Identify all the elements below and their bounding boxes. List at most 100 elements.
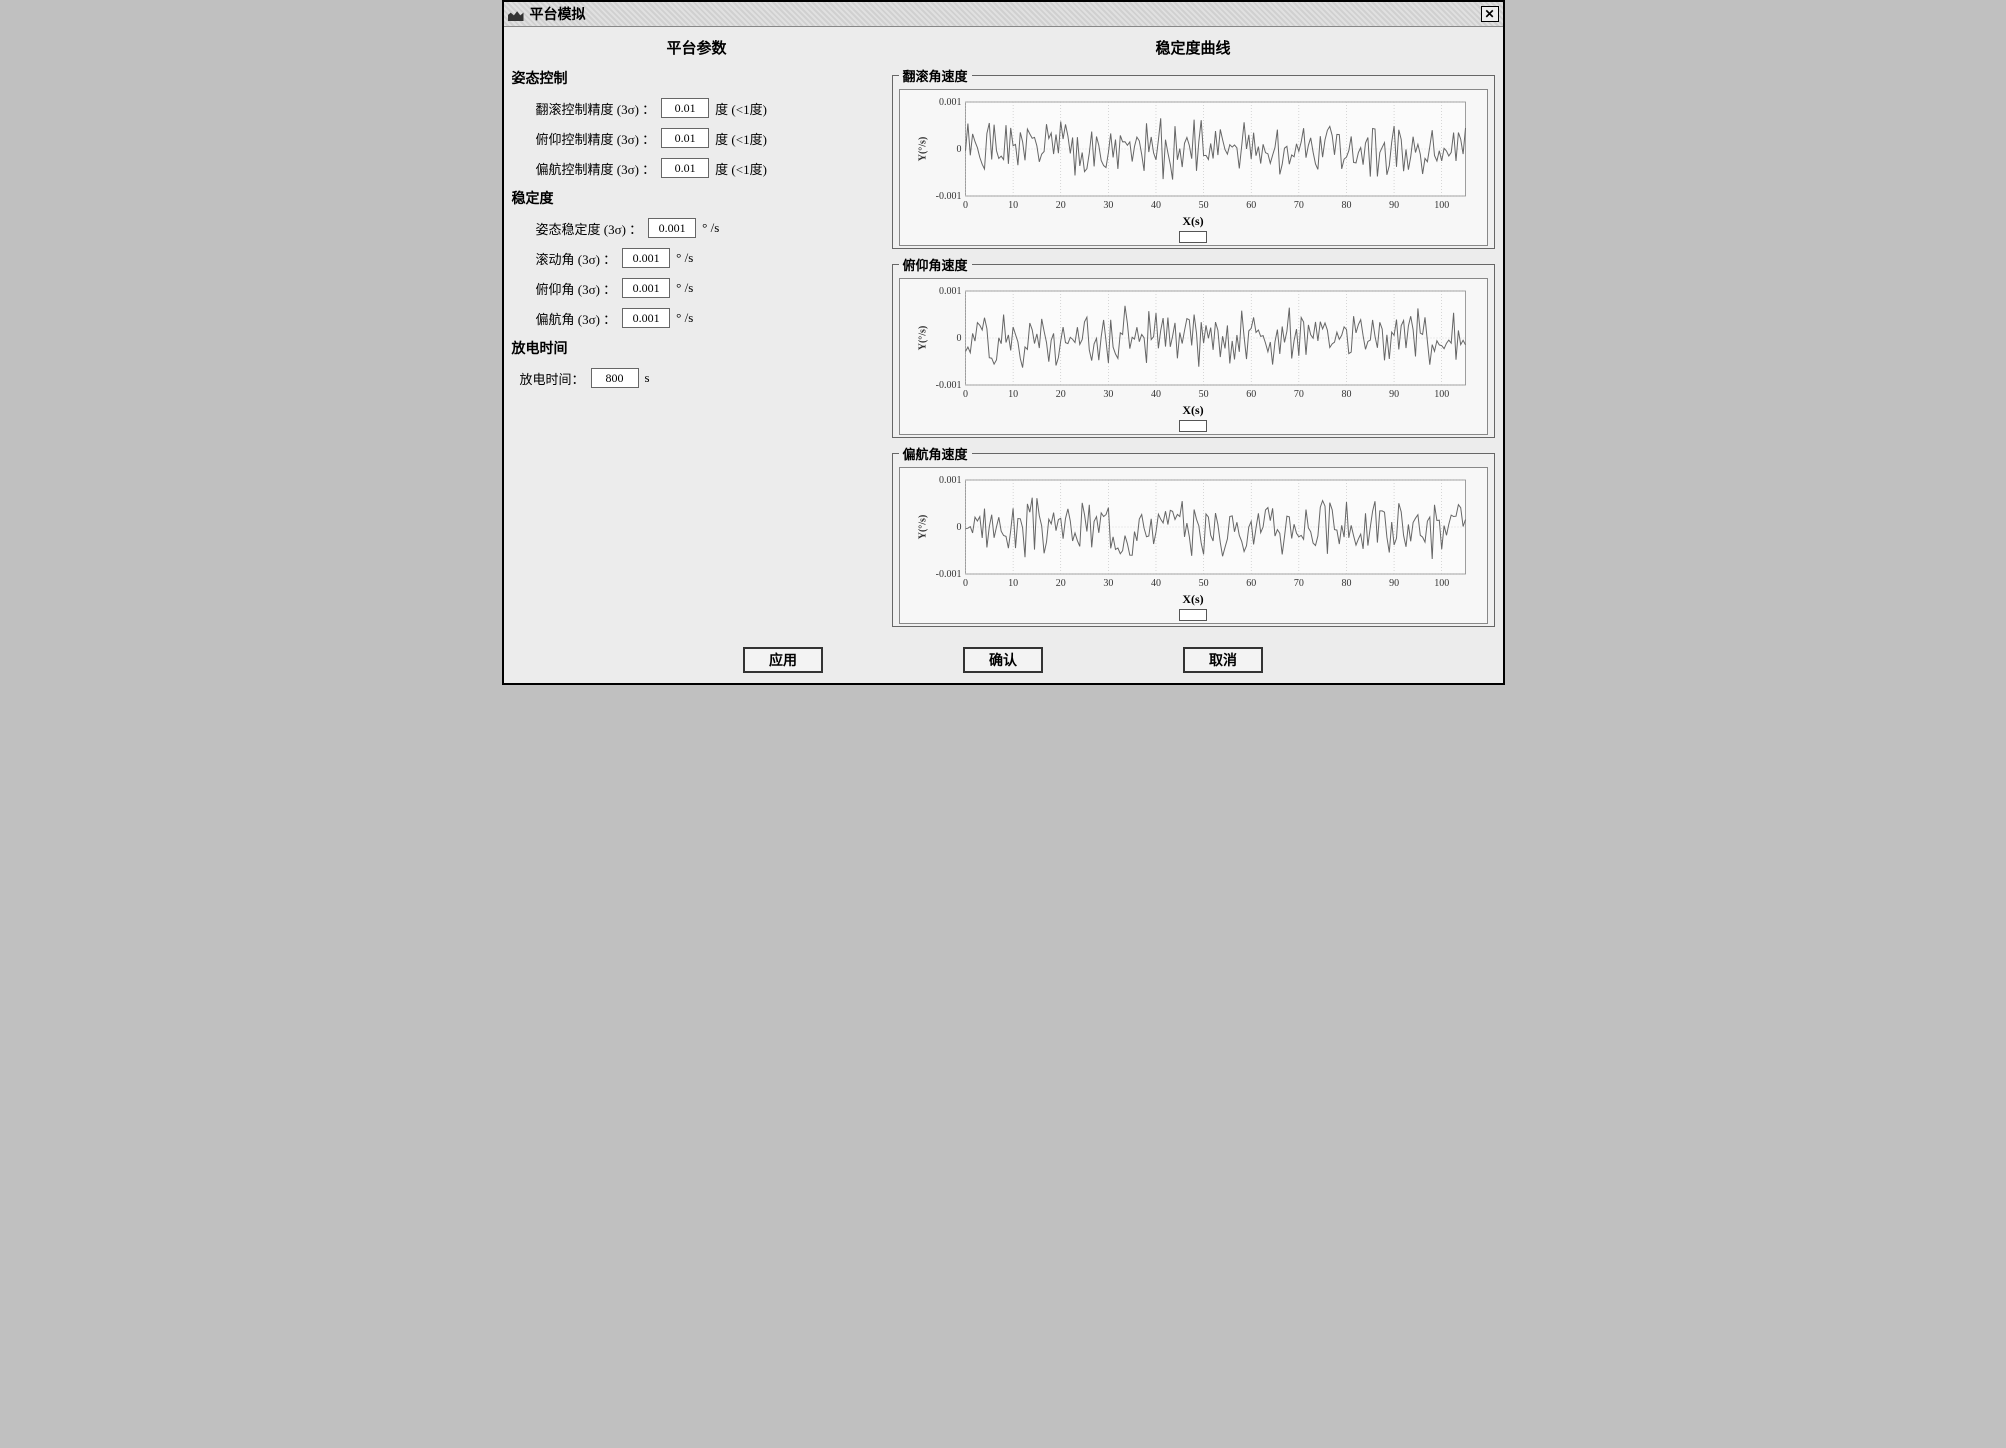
svg-text:100: 100 <box>1434 389 1449 400</box>
svg-text:40: 40 <box>1150 389 1160 400</box>
input-roll-precision[interactable] <box>661 98 709 118</box>
row-yaw-angle: 偏航角 (3σ) ： ° /s <box>536 308 882 328</box>
input-discharge-time[interactable] <box>591 368 639 388</box>
chart-group-yaw: 偏航角速度 0102030405060708090100-0.00100.001… <box>892 444 1495 627</box>
right-panel: 稳定度曲线 翻滚角速度 0102030405060708090100-0.001… <box>892 33 1495 633</box>
svg-text:40: 40 <box>1150 578 1160 589</box>
unit-yaw-angle: ° /s <box>676 310 693 326</box>
svg-text:70: 70 <box>1293 200 1303 211</box>
xlabel-yaw: X(s) <box>902 592 1485 607</box>
svg-text:50: 50 <box>1198 200 1208 211</box>
xlabel-pitch: X(s) <box>902 403 1485 418</box>
svg-text:0: 0 <box>956 522 961 533</box>
svg-text:30: 30 <box>1103 200 1113 211</box>
input-yaw-precision[interactable] <box>661 158 709 178</box>
section-stability: 稳定度 <box>512 188 882 208</box>
unit-pitch-precision: 度 (<1度) <box>715 129 767 148</box>
right-panel-title: 稳定度曲线 <box>892 37 1495 58</box>
svg-text:50: 50 <box>1198 389 1208 400</box>
window-title: 平台模拟 <box>530 4 586 24</box>
svg-text:100: 100 <box>1434 578 1449 589</box>
svg-text:30: 30 <box>1103 578 1113 589</box>
svg-text:0: 0 <box>956 333 961 344</box>
svg-text:60: 60 <box>1246 200 1256 211</box>
svg-text:80: 80 <box>1341 389 1351 400</box>
svg-text:10: 10 <box>1008 578 1018 589</box>
svg-text:20: 20 <box>1055 389 1065 400</box>
svg-text:0.001: 0.001 <box>939 286 962 297</box>
close-icon: ✕ <box>1484 7 1494 22</box>
unit-yaw-precision: 度 (<1度) <box>715 159 767 178</box>
svg-text:80: 80 <box>1341 578 1351 589</box>
svg-text:80: 80 <box>1341 200 1351 211</box>
svg-text:0: 0 <box>956 144 961 155</box>
svg-text:90: 90 <box>1389 389 1399 400</box>
input-pitch-precision[interactable] <box>661 128 709 148</box>
svg-text:90: 90 <box>1389 578 1399 589</box>
svg-text:0.001: 0.001 <box>939 475 962 486</box>
app-icon <box>508 7 524 21</box>
titlebar: 平台模拟 ✕ <box>504 2 1503 27</box>
label-yaw-angle: 偏航角 (3σ) ： <box>536 309 617 328</box>
label-attitude-stability: 姿态稳定度 (3σ) ： <box>536 219 643 238</box>
input-roll-angle[interactable] <box>622 248 670 268</box>
chart-yaw: 0102030405060708090100-0.00100.001Y(°/s)… <box>899 467 1488 624</box>
svg-text:Y(°/s): Y(°/s) <box>917 326 928 351</box>
input-yaw-angle[interactable] <box>622 308 670 328</box>
section-discharge: 放电时间 <box>512 338 882 358</box>
svg-text:30: 30 <box>1103 389 1113 400</box>
row-yaw-precision: 偏航控制精度 (3σ) ： 度 (<1度) <box>536 158 882 178</box>
svg-text:60: 60 <box>1246 389 1256 400</box>
row-pitch-angle: 俯仰角 (3σ) ： ° /s <box>536 278 882 298</box>
left-panel-title: 平台参数 <box>512 37 882 58</box>
svg-text:20: 20 <box>1055 578 1065 589</box>
unit-discharge-time: s <box>645 370 650 386</box>
row-discharge-time: 放电时间： s <box>520 368 882 388</box>
svg-text:Y(°/s): Y(°/s) <box>917 515 928 540</box>
chart-group-pitch: 俯仰角速度 0102030405060708090100-0.00100.001… <box>892 255 1495 438</box>
svg-text:-0.001: -0.001 <box>935 380 961 391</box>
chart-pitch: 0102030405060708090100-0.00100.001Y(°/s)… <box>899 278 1488 435</box>
window: 平台模拟 ✕ 平台参数 姿态控制 翻滚控制精度 (3σ) ： 度 (<1度) 俯… <box>502 0 1505 685</box>
svg-text:40: 40 <box>1150 200 1160 211</box>
svg-text:20: 20 <box>1055 200 1065 211</box>
svg-text:100: 100 <box>1434 200 1449 211</box>
ok-button[interactable]: 确认 <box>963 647 1043 673</box>
apply-button[interactable]: 应用 <box>743 647 823 673</box>
svg-text:-0.001: -0.001 <box>935 569 961 580</box>
label-pitch-angle: 俯仰角 (3σ) ： <box>536 279 617 298</box>
svg-text:70: 70 <box>1293 578 1303 589</box>
row-pitch-precision: 俯仰控制精度 (3σ) ： 度 (<1度) <box>536 128 882 148</box>
label-roll-precision: 翻滚控制精度 (3σ) ： <box>536 99 656 118</box>
chart-legend-roll: 翻滚角速度 <box>899 66 972 85</box>
legend-box-roll <box>1179 231 1207 243</box>
row-roll-angle: 滚动角 (3σ) ： ° /s <box>536 248 882 268</box>
svg-text:0: 0 <box>963 578 968 589</box>
svg-text:Y(°/s): Y(°/s) <box>917 137 928 162</box>
chart-roll-svg: 0102030405060708090100-0.00100.001Y(°/s) <box>902 94 1485 214</box>
unit-pitch-angle: ° /s <box>676 280 693 296</box>
svg-text:90: 90 <box>1389 200 1399 211</box>
left-panel: 平台参数 姿态控制 翻滚控制精度 (3σ) ： 度 (<1度) 俯仰控制精度 (… <box>512 33 882 633</box>
chart-yaw-svg: 0102030405060708090100-0.00100.001Y(°/s) <box>902 472 1485 592</box>
svg-text:10: 10 <box>1008 200 1018 211</box>
chart-roll: 0102030405060708090100-0.00100.001Y(°/s)… <box>899 89 1488 246</box>
svg-text:60: 60 <box>1246 578 1256 589</box>
input-attitude-stability[interactable] <box>648 218 696 238</box>
label-roll-angle: 滚动角 (3σ) ： <box>536 249 617 268</box>
row-roll-precision: 翻滚控制精度 (3σ) ： 度 (<1度) <box>536 98 882 118</box>
cancel-button[interactable]: 取消 <box>1183 647 1263 673</box>
input-pitch-angle[interactable] <box>622 278 670 298</box>
unit-attitude-stability: ° /s <box>702 220 719 236</box>
legend-box-yaw <box>1179 609 1207 621</box>
svg-text:0.001: 0.001 <box>939 97 962 108</box>
svg-text:10: 10 <box>1008 389 1018 400</box>
chart-legend-yaw: 偏航角速度 <box>899 444 972 463</box>
label-pitch-precision: 俯仰控制精度 (3σ) ： <box>536 129 656 148</box>
xlabel-roll: X(s) <box>902 214 1485 229</box>
svg-text:0: 0 <box>963 200 968 211</box>
svg-text:70: 70 <box>1293 389 1303 400</box>
svg-text:-0.001: -0.001 <box>935 191 961 202</box>
close-button[interactable]: ✕ <box>1481 6 1499 22</box>
label-discharge-time: 放电时间： <box>520 369 585 388</box>
